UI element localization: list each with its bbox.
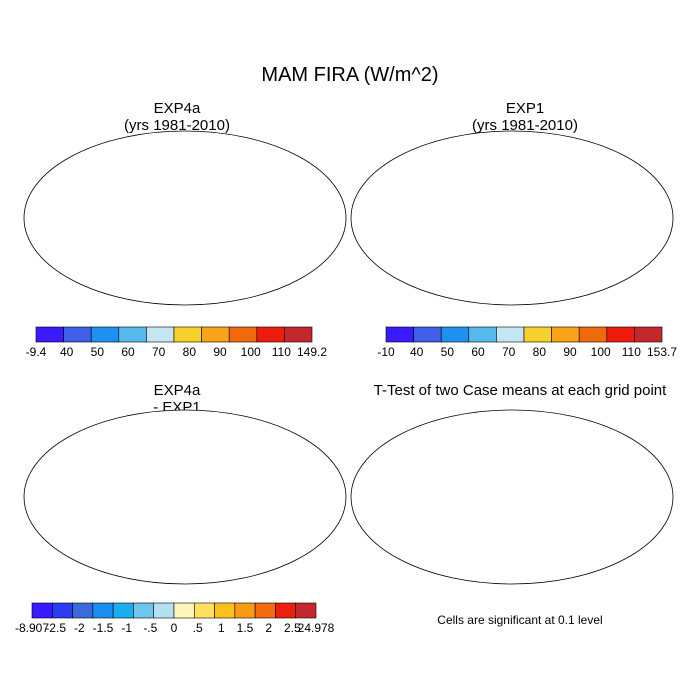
colorbar-exp4a-label: 110 — [272, 345, 291, 359]
map-frame-diff — [23, 409, 347, 585]
colorbar-exp4a-swatch — [256, 326, 285, 343]
colorbar-exp4a-swatch — [173, 326, 202, 343]
map-panel-exp1 — [350, 130, 674, 306]
colorbar-exp4a-label: 80 — [183, 345, 197, 359]
colorbar-exp4a: -9.4 40 50 60 70 80 90 100 110 149.2 — [26, 326, 327, 359]
colorbar-exp1-label: 100 — [591, 345, 611, 359]
colorbar-exp4a-swatch — [146, 326, 175, 343]
colorbar-diff-label: 24.978 — [298, 621, 335, 635]
colorbar-exp1-swatch — [634, 326, 663, 343]
colorbar-exp4a-swatch — [228, 326, 258, 343]
colorbar-exp1-label: 90 — [563, 345, 577, 359]
map-panel-ttest — [350, 409, 674, 585]
colorbar-diff-swatch — [295, 602, 317, 619]
panel-title-exp4a-years: (yrs 1981-2010) — [124, 117, 230, 134]
colorbar-exp4a-swatch — [284, 326, 313, 343]
colorbar-diff-swatch — [153, 602, 175, 619]
colorbar-exp1-label: 70 — [502, 345, 516, 359]
colorbar-exp1-label: 50 — [441, 345, 455, 359]
colorbar-exp1-label: 110 — [622, 345, 641, 359]
colorbar-exp4a-swatch — [201, 326, 230, 343]
panel-title-exp1-years: (yrs 1981-2010) — [472, 117, 578, 134]
colorbar-diff-swatch — [92, 602, 114, 619]
colorbar-exp1-swatch — [496, 326, 525, 343]
colorbar-exp1-label: 40 — [410, 345, 424, 359]
colorbar-exp1-label: 60 — [471, 345, 485, 359]
colorbar-exp1-swatch — [413, 326, 442, 343]
colorbar-diff-label: -1.5 — [93, 621, 114, 635]
colorbar-exp4a-swatch — [118, 326, 147, 343]
colorbar-diff-swatch — [254, 602, 276, 619]
colorbar-diff-swatch — [214, 602, 236, 619]
colorbar-diff-label: 1.5 — [237, 621, 254, 635]
colorbar-diff-swatch — [72, 602, 94, 619]
colorbar-exp1-label: 153.7 — [647, 345, 677, 359]
map-frame-exp1 — [350, 130, 674, 306]
panel-title-exp4a: EXP4a (yrs 1981-2010) — [22, 100, 332, 134]
colorbar-exp4a-label: -9.4 — [26, 345, 47, 359]
colorbar-diff-label: -8.907 — [15, 621, 49, 635]
colorbar-exp1-swatch — [440, 326, 470, 343]
panel-title-diff-name: EXP4a — [153, 382, 201, 399]
colorbar-diff-label: 2.5 — [284, 621, 301, 635]
colorbar-diff-label: -.5 — [143, 621, 157, 635]
colorbar-diff-swatch — [31, 602, 53, 619]
colorbar-exp4a-label: 50 — [91, 345, 105, 359]
colorbar-exp4a-label: 90 — [213, 345, 227, 359]
colorbar-diff: -8.907-2.5 -2 -1.5 -1 -.5 0 .5 1 1.5 2 2.524.978 — [15, 602, 335, 635]
map-panel-exp4a — [23, 130, 347, 306]
map-frame-exp4a — [23, 130, 347, 306]
panel-title-ttest: T-Test of two Case means at each grid po… — [340, 382, 700, 399]
colorbar-diff-swatch — [51, 602, 73, 619]
colorbar-exp4a-swatch — [63, 326, 92, 343]
colorbar-exp1-swatch — [385, 326, 414, 343]
colorbar-exp1-label: 80 — [533, 345, 547, 359]
colorbar-diff-label: 1 — [218, 621, 225, 635]
map-frame-ttest — [350, 409, 674, 585]
colorbar-diff-label: -2 — [74, 621, 85, 635]
colorbar-diff-swatch — [112, 602, 134, 619]
panel-title-exp1-name: EXP1 — [505, 100, 545, 117]
colorbar-diff-label: 0 — [171, 621, 178, 635]
colorbar-exp4a-swatch — [90, 326, 120, 343]
colorbar-exp4a-swatch — [35, 326, 64, 343]
colorbar-diff-swatch — [275, 602, 297, 619]
colorbar-exp4a-label: 70 — [152, 345, 166, 359]
colorbar-diff-label: -2.5 — [45, 621, 66, 635]
colorbar-exp1: -10 40 50 60 70 80 90 100 110 153.7 — [377, 326, 677, 359]
panel-title-exp4a-name: EXP4a — [153, 100, 201, 117]
ttest-significance-note: Cells are significant at 0.1 level — [437, 613, 603, 627]
colorbar-exp4a-label: 149.2 — [297, 345, 327, 359]
panel-title-ttest-name: T-Test of two Case means at each grid po… — [373, 382, 667, 399]
colorbar-diff-label: .5 — [193, 621, 203, 635]
colorbar-diff-label: 2 — [265, 621, 272, 635]
colorbar-diff-swatch — [173, 602, 195, 619]
figure-title: MAM FIRA (W/m^2) — [261, 64, 439, 86]
colorbar-exp1-swatch — [523, 326, 552, 343]
colorbar-exp1-swatch — [551, 326, 580, 343]
colorbar-exp4a-label: 40 — [60, 345, 74, 359]
colorbar-exp1-swatch — [606, 326, 635, 343]
colorbar-exp1-swatch — [578, 326, 608, 343]
colorbar-diff-swatch — [234, 602, 256, 619]
colorbar-diff-swatch — [193, 602, 215, 619]
colorbar-exp4a-label: 100 — [241, 345, 261, 359]
colorbar-exp1-label: -10 — [377, 345, 395, 359]
colorbar-diff-swatch — [133, 602, 155, 619]
panel-title-exp1: EXP1 (yrs 1981-2010) — [370, 100, 680, 134]
colorbar-exp1-swatch — [468, 326, 497, 343]
colorbar-exp4a-label: 60 — [121, 345, 135, 359]
map-panel-diff — [23, 409, 347, 585]
colorbar-diff-label: -1 — [121, 621, 132, 635]
